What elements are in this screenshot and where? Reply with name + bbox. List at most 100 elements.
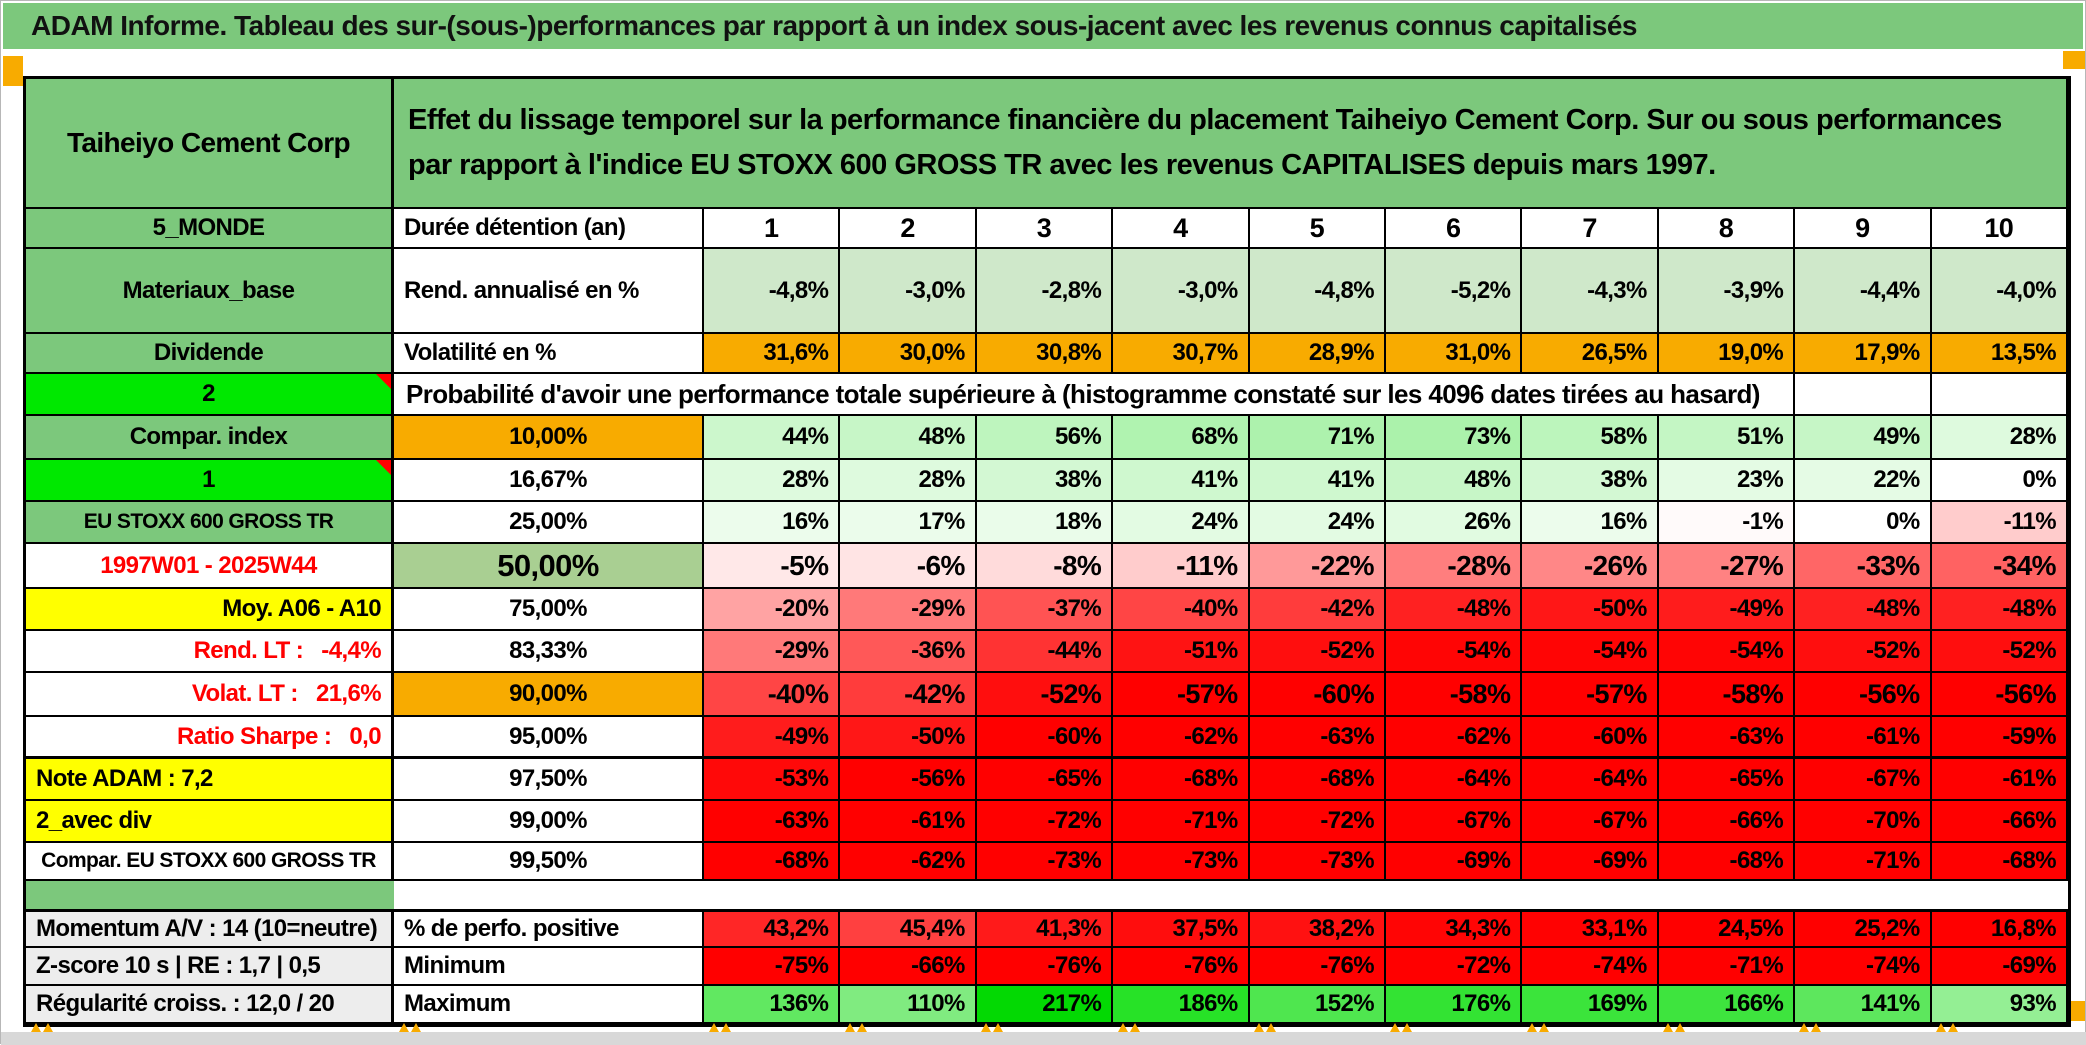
data-cell[interactable]: -62%: [1385, 717, 1523, 759]
data-cell[interactable]: -40%: [1113, 589, 1250, 631]
row-label-cell[interactable]: Note ADAM : 7,2: [26, 759, 394, 801]
data-cell[interactable]: -73%: [976, 843, 1114, 881]
data-cell[interactable]: -51%: [1113, 631, 1250, 673]
data-cell[interactable]: 37,5%: [1113, 909, 1250, 948]
data-cell[interactable]: -54%: [1385, 631, 1523, 673]
metric-label-cell[interactable]: [394, 881, 2068, 909]
row-label-cell[interactable]: Ratio Sharpe : 0,0: [26, 717, 394, 759]
row-label-cell[interactable]: 2: [26, 374, 394, 416]
data-cell[interactable]: -60%: [1249, 673, 1386, 717]
data-cell[interactable]: -49%: [704, 717, 841, 759]
data-cell[interactable]: -50%: [1522, 589, 1659, 631]
data-cell[interactable]: 73%: [1385, 416, 1523, 460]
data-cell[interactable]: 30,8%: [976, 334, 1114, 374]
data-cell[interactable]: -48%: [1385, 589, 1523, 631]
data-cell[interactable]: 26%: [1385, 502, 1523, 544]
data-cell[interactable]: 18%: [976, 502, 1114, 544]
row-label-cell[interactable]: Volat. LT : 21,6%: [26, 673, 394, 717]
data-cell[interactable]: -72%: [976, 801, 1114, 843]
table-description-cell[interactable]: Effet du lissage temporel sur la perform…: [394, 79, 2068, 209]
data-cell[interactable]: 26,5%: [1522, 334, 1659, 374]
data-cell[interactable]: -61%: [1931, 759, 2068, 801]
data-cell[interactable]: 28%: [1931, 416, 2068, 460]
data-cell[interactable]: -50%: [840, 717, 977, 759]
data-cell[interactable]: -42%: [1249, 589, 1386, 631]
data-cell[interactable]: 217%: [976, 986, 1114, 1024]
data-cell[interactable]: 1: [704, 209, 841, 249]
data-cell[interactable]: 13,5%: [1931, 334, 2068, 374]
data-cell[interactable]: -49%: [1658, 589, 1796, 631]
row-label-cell[interactable]: EU STOXX 600 GROSS TR: [26, 502, 394, 544]
data-cell[interactable]: -3,9%: [1658, 249, 1796, 334]
data-cell[interactable]: 71%: [1249, 416, 1386, 460]
data-cell[interactable]: -2,8%: [976, 249, 1114, 334]
data-cell[interactable]: 41%: [1113, 460, 1250, 502]
data-cell[interactable]: -61%: [1795, 717, 1932, 759]
data-cell[interactable]: 10: [1931, 209, 2068, 249]
data-cell[interactable]: 19,0%: [1658, 334, 1796, 374]
data-cell[interactable]: -44%: [976, 631, 1114, 673]
data-cell[interactable]: -66%: [840, 948, 977, 986]
data-cell[interactable]: -71%: [1113, 801, 1250, 843]
row-label-cell[interactable]: Materiaux_base: [26, 249, 394, 334]
data-cell[interactable]: -56%: [840, 759, 977, 801]
metric-label-cell[interactable]: % de perfo. positive: [394, 909, 704, 948]
data-cell[interactable]: 28,9%: [1249, 334, 1386, 374]
data-cell[interactable]: -58%: [1385, 673, 1523, 717]
data-cell[interactable]: -57%: [1113, 673, 1250, 717]
data-cell[interactable]: 38%: [1522, 460, 1659, 502]
data-cell[interactable]: -5%: [704, 544, 841, 589]
data-cell[interactable]: -1%: [1658, 502, 1796, 544]
data-cell[interactable]: 28%: [840, 460, 977, 502]
data-cell[interactable]: 0%: [1795, 502, 1932, 544]
data-cell[interactable]: -27%: [1658, 544, 1796, 589]
data-cell[interactable]: 28%: [704, 460, 841, 502]
metric-label-cell[interactable]: 95,00%: [394, 717, 704, 759]
metric-label-cell[interactable]: 25,00%: [394, 502, 704, 544]
data-cell[interactable]: -3,0%: [840, 249, 977, 334]
row-label-cell[interactable]: Régularité croiss. : 12,0 / 20: [26, 986, 394, 1024]
data-cell[interactable]: -62%: [1113, 717, 1250, 759]
data-cell[interactable]: -59%: [1931, 717, 2068, 759]
data-cell[interactable]: -64%: [1385, 759, 1523, 801]
data-cell[interactable]: 169%: [1522, 986, 1659, 1024]
data-cell[interactable]: -33%: [1795, 544, 1932, 589]
data-cell[interactable]: 5: [1249, 209, 1386, 249]
data-cell[interactable]: -63%: [704, 801, 841, 843]
data-cell[interactable]: 4: [1113, 209, 1250, 249]
data-cell[interactable]: 56%: [976, 416, 1114, 460]
data-cell[interactable]: -3,0%: [1113, 249, 1250, 334]
data-cell[interactable]: -52%: [1249, 631, 1386, 673]
data-cell[interactable]: 9: [1795, 209, 1932, 249]
data-cell[interactable]: -11%: [1113, 544, 1250, 589]
metric-label-cell[interactable]: 90,00%: [394, 673, 704, 717]
data-cell[interactable]: -67%: [1522, 801, 1659, 843]
data-cell[interactable]: 30,0%: [840, 334, 977, 374]
data-cell[interactable]: 51%: [1658, 416, 1796, 460]
data-cell[interactable]: 136%: [704, 986, 841, 1024]
data-cell[interactable]: -48%: [1795, 589, 1932, 631]
data-cell[interactable]: -73%: [1249, 843, 1386, 881]
data-cell[interactable]: 33,1%: [1522, 909, 1659, 948]
data-cell[interactable]: -68%: [1658, 843, 1796, 881]
data-cell[interactable]: -34%: [1931, 544, 2068, 589]
data-cell[interactable]: 24%: [1113, 502, 1250, 544]
metric-label-cell[interactable]: Rend. annualisé en %: [394, 249, 704, 334]
data-cell[interactable]: -52%: [1795, 631, 1932, 673]
data-cell[interactable]: -63%: [1658, 717, 1796, 759]
data-cell[interactable]: 17%: [840, 502, 977, 544]
data-cell[interactable]: -4,8%: [1249, 249, 1386, 334]
data-cell[interactable]: 16%: [704, 502, 841, 544]
data-cell[interactable]: 24,5%: [1658, 909, 1796, 948]
data-cell[interactable]: -5,2%: [1385, 249, 1523, 334]
row-label-cell[interactable]: 1: [26, 460, 394, 502]
data-cell[interactable]: 34,3%: [1385, 909, 1523, 948]
data-cell[interactable]: -42%: [840, 673, 977, 717]
data-cell[interactable]: -69%: [1522, 843, 1659, 881]
data-cell[interactable]: 6: [1385, 209, 1523, 249]
row-label-cell[interactable]: Compar. index: [26, 416, 394, 460]
data-cell[interactable]: -36%: [840, 631, 977, 673]
data-cell[interactable]: 110%: [840, 986, 977, 1024]
data-cell[interactable]: 31,0%: [1385, 334, 1523, 374]
data-cell[interactable]: -37%: [976, 589, 1114, 631]
